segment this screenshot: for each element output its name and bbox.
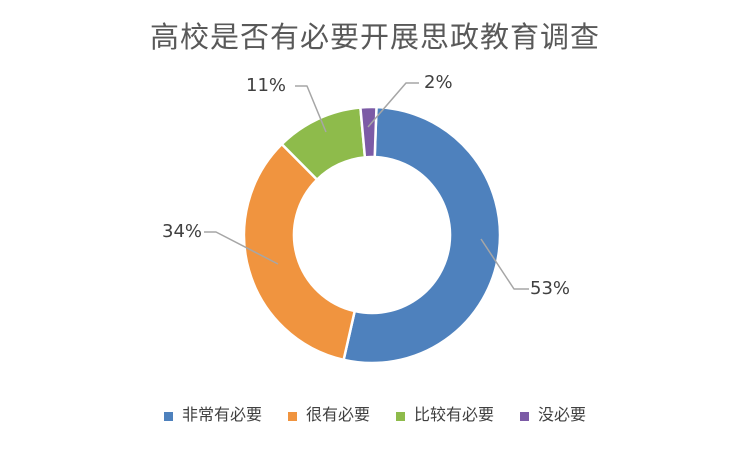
legend-swatch	[163, 411, 173, 421]
leader-lines	[204, 82, 529, 290]
legend-item-3: 没必要	[520, 404, 586, 428]
data-label-11: 11%	[246, 75, 287, 96]
legend-swatch	[520, 411, 530, 421]
legend: 非常有必要 很有必要 比较有必要 没必要	[0, 404, 750, 428]
legend-label: 很有必要	[305, 407, 370, 424]
legend-label: 比较有必要	[414, 407, 495, 424]
legend-label: 非常有必要	[181, 407, 262, 424]
legend-item-1: 很有必要	[287, 404, 370, 428]
leader-line-34	[204, 231, 279, 265]
donut-slice-3	[359, 105, 378, 159]
donut-slice-0	[342, 105, 502, 365]
data-label-2: 2%	[424, 72, 453, 93]
data-label-53: 53%	[530, 278, 571, 299]
data-label-34: 34%	[162, 221, 203, 242]
chart-title: 高校是否有必要开展思政教育调查	[149, 22, 600, 54]
legend-swatch	[287, 411, 297, 421]
legend-item-0: 非常有必要	[163, 404, 262, 428]
leader-line-11	[295, 85, 327, 133]
leader-line-53	[480, 238, 529, 290]
donut-slice-1	[242, 142, 356, 362]
legend-label: 没必要	[538, 407, 587, 424]
donut-slices	[242, 105, 502, 365]
legend-swatch	[396, 411, 405, 421]
legend-item-2: 比较有必要	[396, 404, 494, 428]
leader-line-2	[367, 82, 419, 128]
